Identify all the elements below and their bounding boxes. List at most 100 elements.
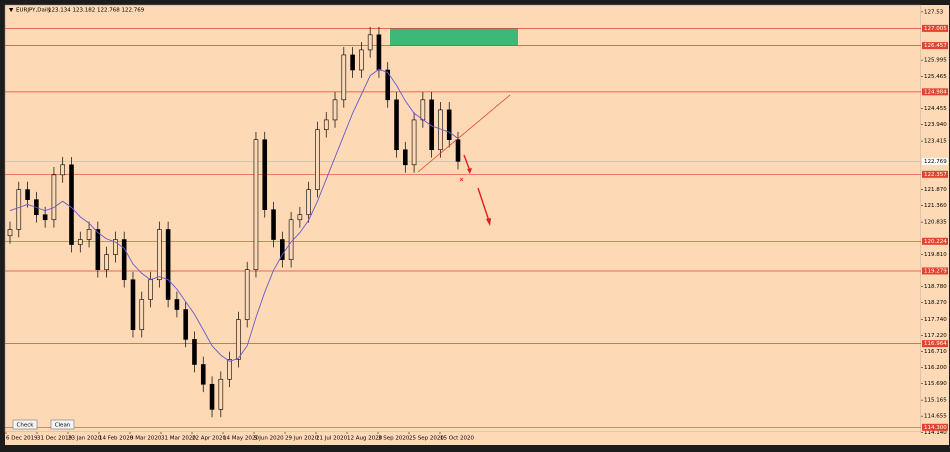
candle-body xyxy=(86,229,92,240)
level-label: 120.224 xyxy=(924,239,947,245)
candle-body xyxy=(130,279,136,330)
candle-body xyxy=(227,359,232,380)
candle-body xyxy=(262,139,268,211)
candle-body xyxy=(113,239,118,255)
y-tick-label: 123.415 xyxy=(924,139,947,145)
candle-body xyxy=(192,339,197,365)
button-label[interactable]: Check xyxy=(17,423,35,429)
candle-body xyxy=(367,34,373,51)
y-tick-label: 117.220 xyxy=(924,333,947,339)
candle-body xyxy=(183,309,188,340)
candle-body xyxy=(376,34,382,71)
y-tick-label: 114.140 xyxy=(924,430,947,436)
candle-body xyxy=(288,219,294,260)
level-label: 122.357 xyxy=(924,172,947,178)
x-tick-label: 9 Mar 2020 xyxy=(130,436,162,442)
y-tick-label: 121.870 xyxy=(924,187,947,193)
candle-body xyxy=(95,229,101,270)
y-tick-label: 125.995 xyxy=(924,58,947,64)
level-label: 119.279 xyxy=(924,268,947,274)
candle-body xyxy=(42,214,48,221)
candle-body xyxy=(165,229,171,300)
candle-body xyxy=(306,189,311,216)
level-label-box xyxy=(922,237,948,245)
price-axis xyxy=(921,5,949,445)
candle-body xyxy=(297,214,303,221)
level-label: 127.005 xyxy=(924,26,947,32)
y-tick-label: 118.270 xyxy=(924,300,947,306)
level-label: 114.300 xyxy=(924,425,947,431)
time-axis xyxy=(5,432,921,445)
y-tick-label: 119.810 xyxy=(924,252,947,258)
candle-body xyxy=(315,129,320,190)
header-arrow: ▼ xyxy=(9,8,14,14)
candle-body xyxy=(77,239,83,245)
x-tick-label: 6 Dec 2019 xyxy=(6,436,38,442)
candle-body xyxy=(174,299,180,310)
header-prices: 123.134 123.182 122.768 122.769 xyxy=(48,8,145,14)
candle-body xyxy=(446,109,452,140)
x-tick-label: 22 Apr 2020 xyxy=(192,436,227,442)
candle-body xyxy=(350,54,355,71)
plot xyxy=(5,26,921,428)
candle-body xyxy=(148,279,153,300)
y-tick-label: 118.780 xyxy=(924,284,947,290)
grid: 127.53 125.995 125.465 124.455 123.940 123.41… xyxy=(5,9,948,442)
arrow-head xyxy=(467,168,472,174)
y-tick-label: 121.360 xyxy=(924,203,947,209)
y-tick-label: 114.655 xyxy=(924,414,947,420)
button[interactable]: Check xyxy=(12,419,38,430)
moving-average xyxy=(9,68,459,362)
candle-body xyxy=(104,254,109,270)
y-tick-label: 125.465 xyxy=(924,74,947,80)
candle-body xyxy=(332,99,338,121)
candle-body xyxy=(341,54,347,101)
level-label-box xyxy=(922,170,948,178)
candle-body xyxy=(16,189,22,230)
x-tick-label: 29 Jun 2020 xyxy=(285,436,319,442)
level-label-box xyxy=(922,42,948,50)
candle-body xyxy=(394,99,399,151)
candle-body xyxy=(402,149,408,166)
marker xyxy=(459,177,464,182)
level-label-box xyxy=(922,88,948,96)
y-tick-label: 120.835 xyxy=(924,220,947,226)
candle-body xyxy=(280,239,285,260)
level-label: 116.964 xyxy=(924,341,947,347)
x-tick-label: 14 May 2020 xyxy=(223,436,259,442)
candle-body xyxy=(121,239,127,281)
current-price-label: 122.769 xyxy=(924,159,947,165)
x-tick-label: 31 Dec 2019 xyxy=(37,436,73,442)
candle-body xyxy=(385,69,391,101)
candle-body xyxy=(253,139,259,270)
level-label-box xyxy=(922,423,948,431)
y-tick-label: 115.690 xyxy=(924,381,947,387)
candle-body xyxy=(25,189,30,200)
candle-body xyxy=(200,364,206,385)
candle-body xyxy=(157,229,162,281)
x-tick-label: 14 Feb 2020 xyxy=(99,436,134,442)
candle-body xyxy=(271,209,276,240)
y-tick-label: 124.455 xyxy=(924,106,947,112)
trend-line xyxy=(417,94,511,173)
level-label-box xyxy=(922,24,948,32)
candle-body xyxy=(7,229,13,237)
level-label: 126.457 xyxy=(924,43,947,49)
y-tick-label: 115.165 xyxy=(924,398,947,404)
x-tick-label: 5 Jun 2020 xyxy=(254,436,284,442)
button-label[interactable]: Clean xyxy=(55,423,71,429)
x-tick-label: 15 Oct 2020 xyxy=(440,436,475,442)
x-tick-label: 12 Aug 2020 xyxy=(347,436,383,442)
button[interactable]: Clean xyxy=(50,419,75,430)
button-box[interactable] xyxy=(50,419,75,430)
y-tick-label: 116.710 xyxy=(924,349,947,355)
symbol: EURJPY,Daily xyxy=(16,8,52,14)
button-box[interactable] xyxy=(12,419,38,430)
candle-body xyxy=(139,299,145,330)
x-tick-label: 23 Jan 2020 xyxy=(68,436,101,442)
candle-body xyxy=(411,119,417,166)
x-tick-label: 25 Sep 2020 xyxy=(409,436,444,442)
level-label-box xyxy=(922,267,948,275)
zone xyxy=(390,28,518,46)
